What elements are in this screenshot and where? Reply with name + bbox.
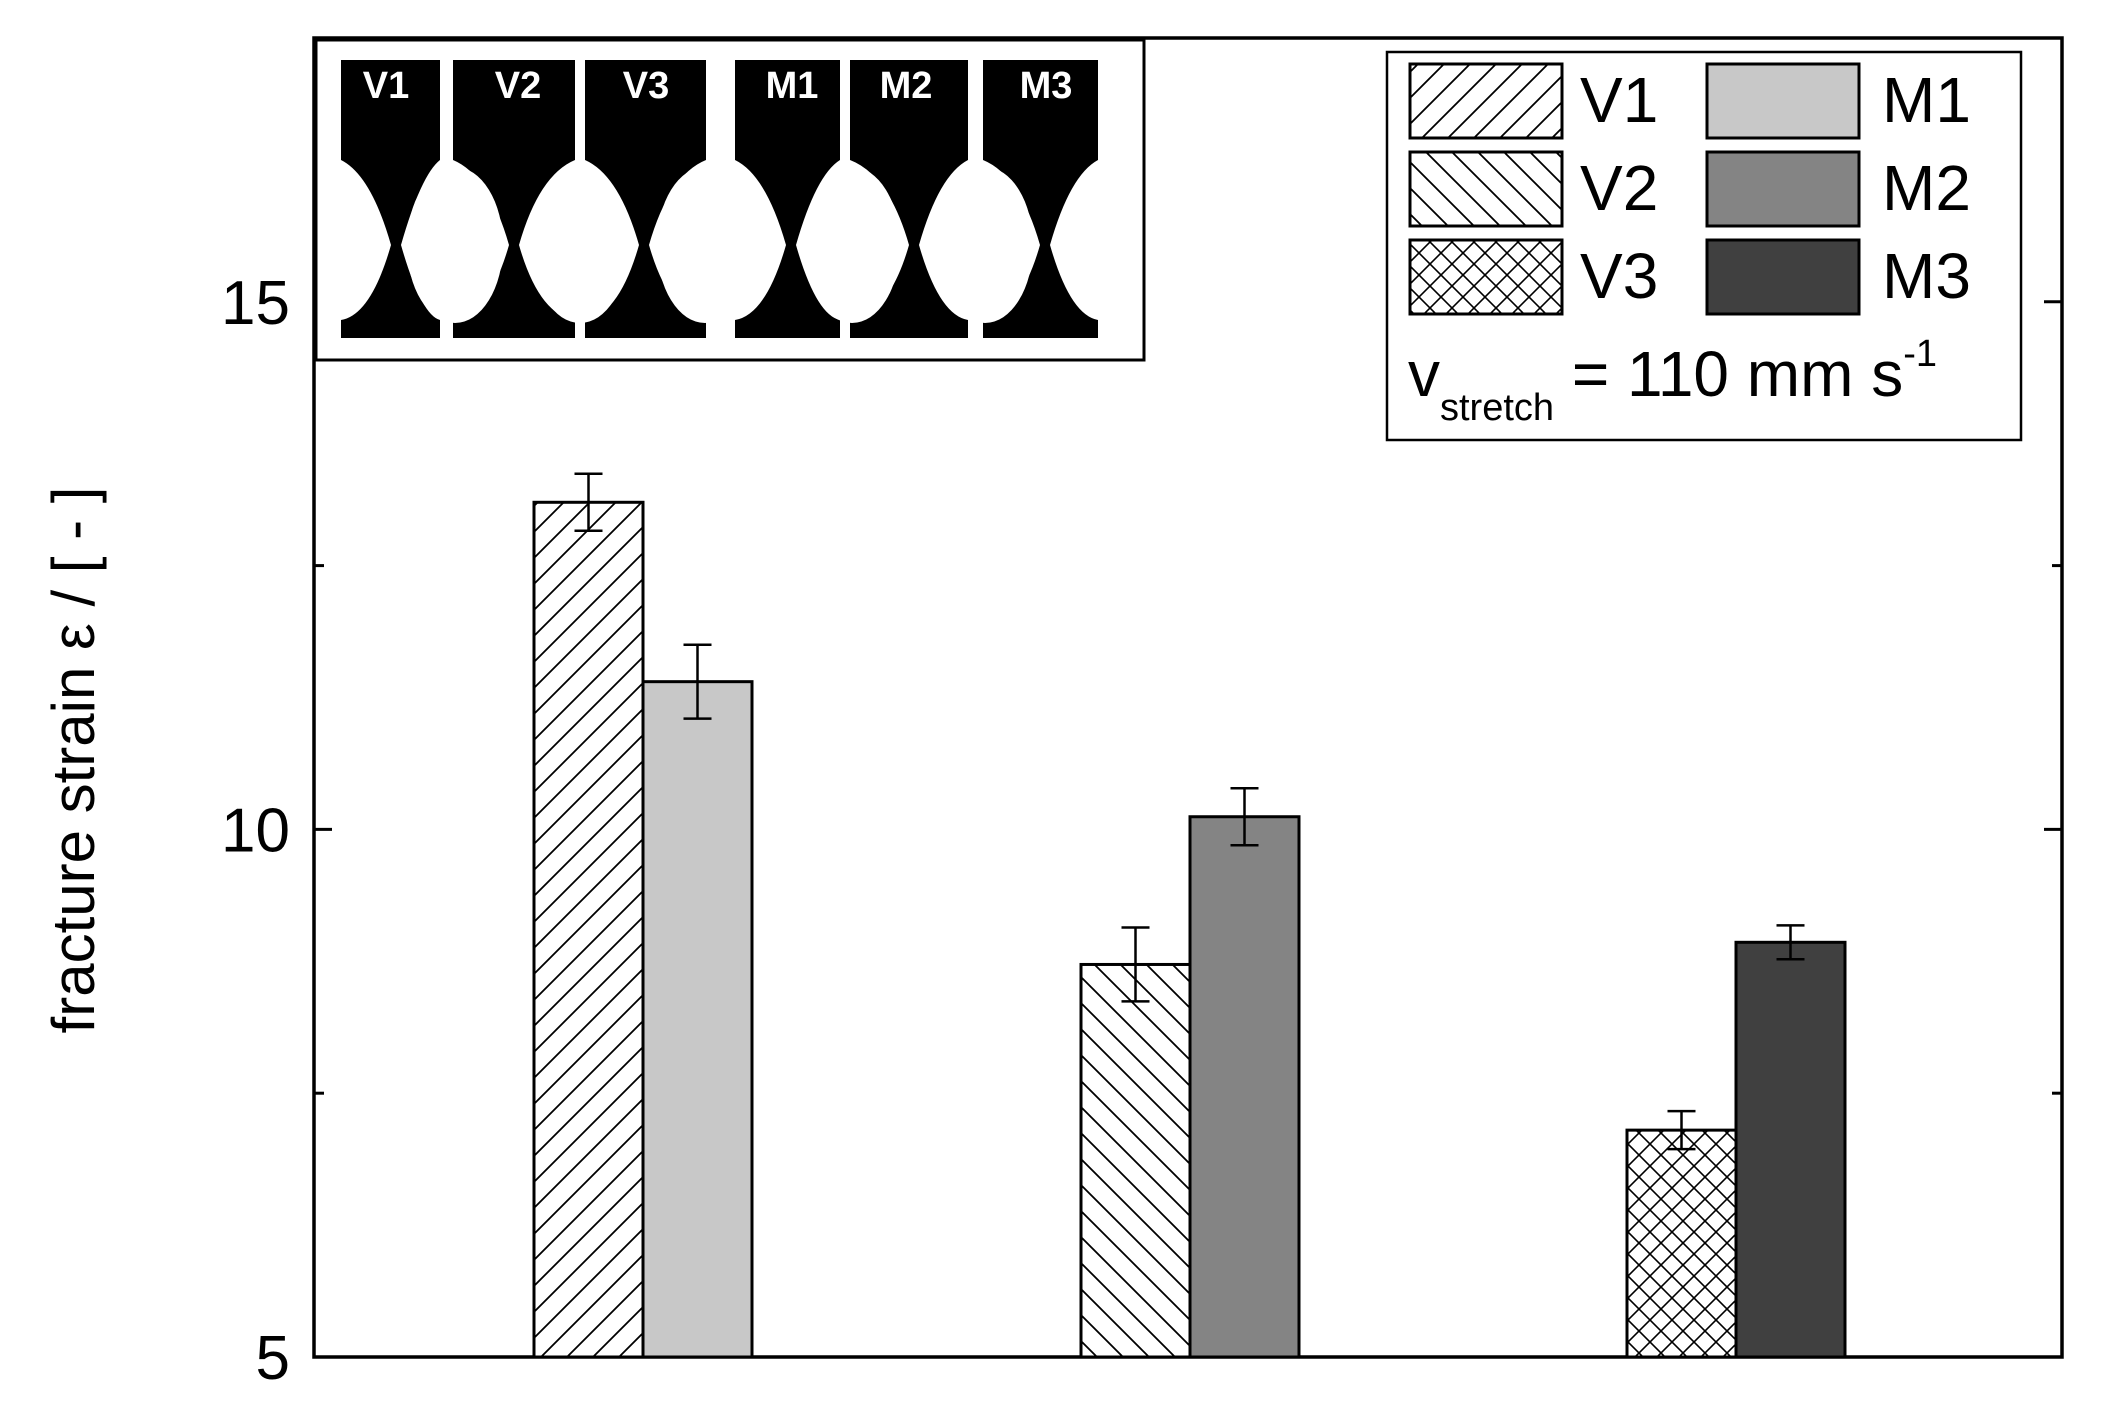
annotation-symbol: v (1408, 338, 1440, 410)
bars (532, 500, 1847, 1359)
inset-label-v3: V3 (623, 65, 669, 107)
specimen-silhouette-m2 (850, 60, 968, 338)
stretch-velocity-annotation: vstretch = 110 mm s-1 (1408, 333, 1937, 429)
inset-label-v1: V1 (363, 65, 409, 107)
y-tick-label: 15 (221, 269, 290, 338)
specimen-silhouette-v3 (585, 60, 706, 338)
legend-swatch-v2 (1408, 150, 1564, 228)
legend-label-v3: V3 (1580, 240, 1658, 312)
legend-swatch-m1 (1705, 62, 1861, 140)
specimen-inset-image: V1 V2 V3 M1 M2 M3 (314, 38, 1146, 362)
legend-label-v1: V1 (1580, 64, 1658, 136)
annotation-text: = 110 mm s (1554, 338, 1903, 410)
specimen-gap (657, 167, 753, 323)
y-tick-label: 5 (256, 1324, 290, 1393)
legend-label-v2: V2 (1580, 152, 1658, 224)
bar-m2 (1188, 815, 1301, 1359)
specimen-gap (407, 167, 503, 323)
error-bars (574, 472, 1805, 1151)
specimen-silhouette-v2 (453, 60, 575, 338)
inset-label-m2: M2 (880, 65, 933, 107)
legend: V1 M1 V2 M2 V3 M3 vstretch = 110 mm s-1 (1385, 50, 2023, 442)
specimen-gap (937, 167, 1033, 323)
legend-swatch-v3 (1408, 238, 1564, 316)
specimen-gap (532, 167, 628, 323)
legend-swatch-m2 (1705, 150, 1861, 228)
legend-swatch-v1 (1408, 62, 1564, 140)
bar-v3 (1625, 1128, 1738, 1359)
specimen-gap (804, 167, 900, 323)
y-axis-label: fracture strain ε / [ - ] (40, 487, 107, 1034)
legend-label-m2: M2 (1882, 152, 1971, 224)
legend-label-m3: M3 (1882, 240, 1971, 312)
bar-m3 (1734, 940, 1847, 1359)
bar-v2 (1079, 962, 1192, 1359)
annotation-subscript: stretch (1440, 387, 1554, 429)
specimen-silhouette-m3 (983, 60, 1098, 338)
specimen-silhouette-m1 (735, 60, 840, 338)
inset-label-v2: V2 (495, 65, 541, 107)
y-tick-label: 10 (221, 796, 290, 865)
legend-label-m1: M1 (1882, 64, 1971, 136)
legend-swatch-m3 (1705, 238, 1861, 316)
bar-m1 (641, 680, 754, 1359)
inset-label-m1: M1 (766, 65, 819, 107)
specimen-silhouette-v1 (341, 60, 440, 338)
annotation-superscript: -1 (1903, 333, 1937, 375)
inset-label-m3: M3 (1020, 65, 1073, 107)
y-axis: 5 10 15 (221, 269, 2062, 1393)
bar-v1 (532, 500, 645, 1359)
